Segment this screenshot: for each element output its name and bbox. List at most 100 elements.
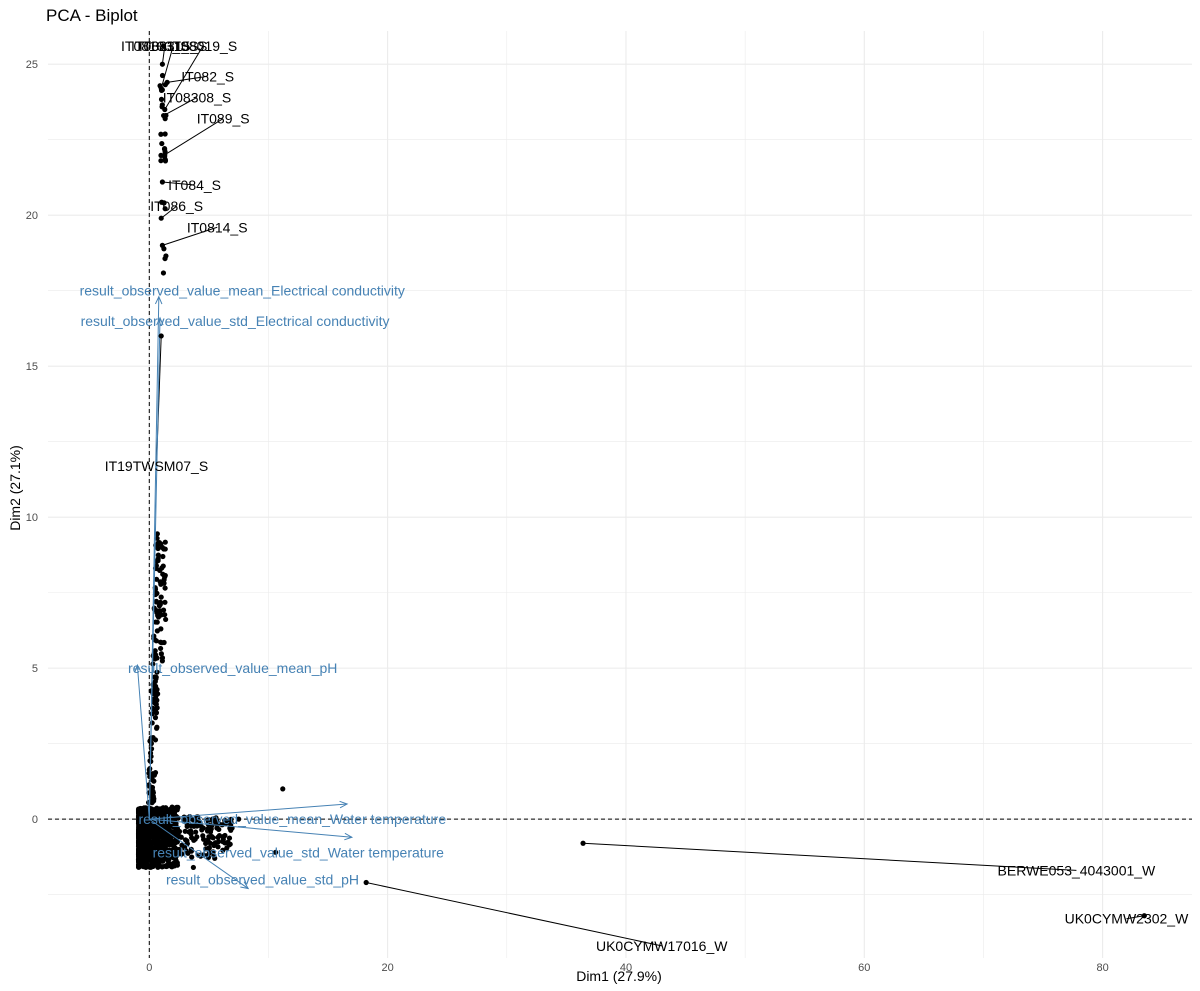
observation-point — [154, 655, 160, 661]
observation-point — [148, 824, 154, 830]
observation-point — [162, 585, 168, 591]
observation-point — [169, 852, 175, 858]
labeled-point — [159, 179, 165, 185]
leader-line — [161, 46, 166, 65]
labeled-point — [158, 333, 164, 339]
leader-line — [162, 181, 195, 186]
observation-point — [152, 841, 158, 847]
variable-arrowhead — [134, 663, 142, 673]
observation-point — [184, 838, 190, 844]
observation-point — [189, 854, 195, 860]
observation-point — [211, 853, 217, 859]
labeled-point — [162, 106, 168, 113]
y-tick-label: 25 — [26, 59, 38, 71]
observation-point — [173, 823, 179, 829]
observation-point — [155, 552, 161, 558]
leader-line — [167, 75, 208, 83]
observation-point — [194, 823, 200, 829]
labeled-point — [158, 85, 164, 91]
observation-point — [224, 845, 230, 851]
observation-point — [200, 833, 206, 839]
observation-point — [161, 146, 168, 152]
observation-point — [159, 807, 165, 813]
observation-point — [153, 701, 159, 707]
observation-point — [166, 822, 172, 829]
labeled-point — [363, 879, 369, 886]
y-tick-label: 5 — [32, 663, 38, 675]
observation-point — [155, 864, 161, 870]
point-label: IT0814_S — [187, 219, 248, 235]
variable-label: result_observed_value_std_Electrical con… — [81, 313, 390, 329]
observation-point — [158, 594, 164, 600]
point-label: UK0CYMW2302_W — [1065, 911, 1189, 927]
observation-point — [169, 829, 176, 836]
observation-point — [144, 861, 150, 867]
variable-label: result_observed_value_std_Water temperat… — [153, 844, 445, 860]
observation-point — [159, 655, 166, 661]
observation-point — [200, 825, 206, 831]
labeled-point — [159, 242, 165, 248]
observation-point — [162, 131, 168, 137]
leader-line — [164, 118, 224, 156]
observation-point — [156, 603, 163, 609]
observation-point — [157, 639, 164, 645]
observation-point — [158, 626, 164, 632]
point-label: IT082_S — [181, 68, 234, 84]
x-tick-label: 0 — [146, 962, 152, 974]
observation-point — [160, 563, 166, 569]
observation-point — [220, 847, 226, 853]
observation-point — [188, 831, 194, 837]
variable-arrow — [149, 803, 348, 820]
observation-point — [153, 683, 159, 689]
observation-point — [158, 96, 165, 102]
observation-point — [222, 832, 228, 839]
observation-point — [137, 825, 143, 831]
observation-point — [148, 864, 154, 870]
observation-point — [165, 863, 172, 869]
variable-label: result_observed_value_std_pH — [166, 871, 359, 887]
observation-point — [148, 847, 154, 853]
observation-point — [151, 706, 157, 713]
variable-arrow — [149, 818, 352, 838]
labeled-point — [1141, 913, 1147, 919]
observation-point — [138, 846, 144, 853]
observation-point — [157, 844, 163, 850]
observation-point — [155, 850, 161, 856]
observation-point — [205, 852, 211, 858]
observation-point — [190, 864, 196, 871]
observation-point — [220, 839, 226, 845]
observation-point — [173, 849, 179, 855]
observation-point — [153, 598, 159, 604]
point-label: IT19TWSM07_S — [105, 458, 208, 474]
observation-point — [226, 835, 233, 841]
point-label: IT08315_S — [139, 38, 208, 54]
leader-line — [164, 45, 204, 110]
observation-point — [161, 827, 167, 834]
labeled-point — [580, 840, 586, 846]
observation-point — [215, 844, 221, 850]
observation-point — [160, 607, 167, 613]
variable-arrowhead — [344, 832, 354, 841]
labeled-point — [159, 61, 165, 67]
point-cloud — [135, 72, 286, 871]
observation-point — [149, 786, 155, 792]
observation-point — [138, 805, 144, 812]
observation-point — [151, 635, 157, 642]
observation-point — [154, 608, 160, 614]
observation-point — [152, 770, 159, 776]
observation-point — [206, 845, 212, 851]
y-tick-label: 15 — [26, 361, 38, 373]
observation-point — [149, 720, 155, 726]
observation-point — [161, 836, 167, 842]
observation-point — [152, 648, 158, 654]
observation-point — [162, 539, 168, 545]
x-axis-title: Dim1 (27.9%) — [576, 968, 662, 984]
variable-arrow — [148, 317, 161, 820]
observation-point — [137, 854, 143, 860]
observation-point — [139, 833, 145, 839]
labeled-point — [162, 152, 168, 158]
observation-point — [152, 678, 158, 685]
observation-point — [205, 817, 211, 823]
variable-label: result_observed_value_mean_Water tempera… — [138, 811, 446, 827]
